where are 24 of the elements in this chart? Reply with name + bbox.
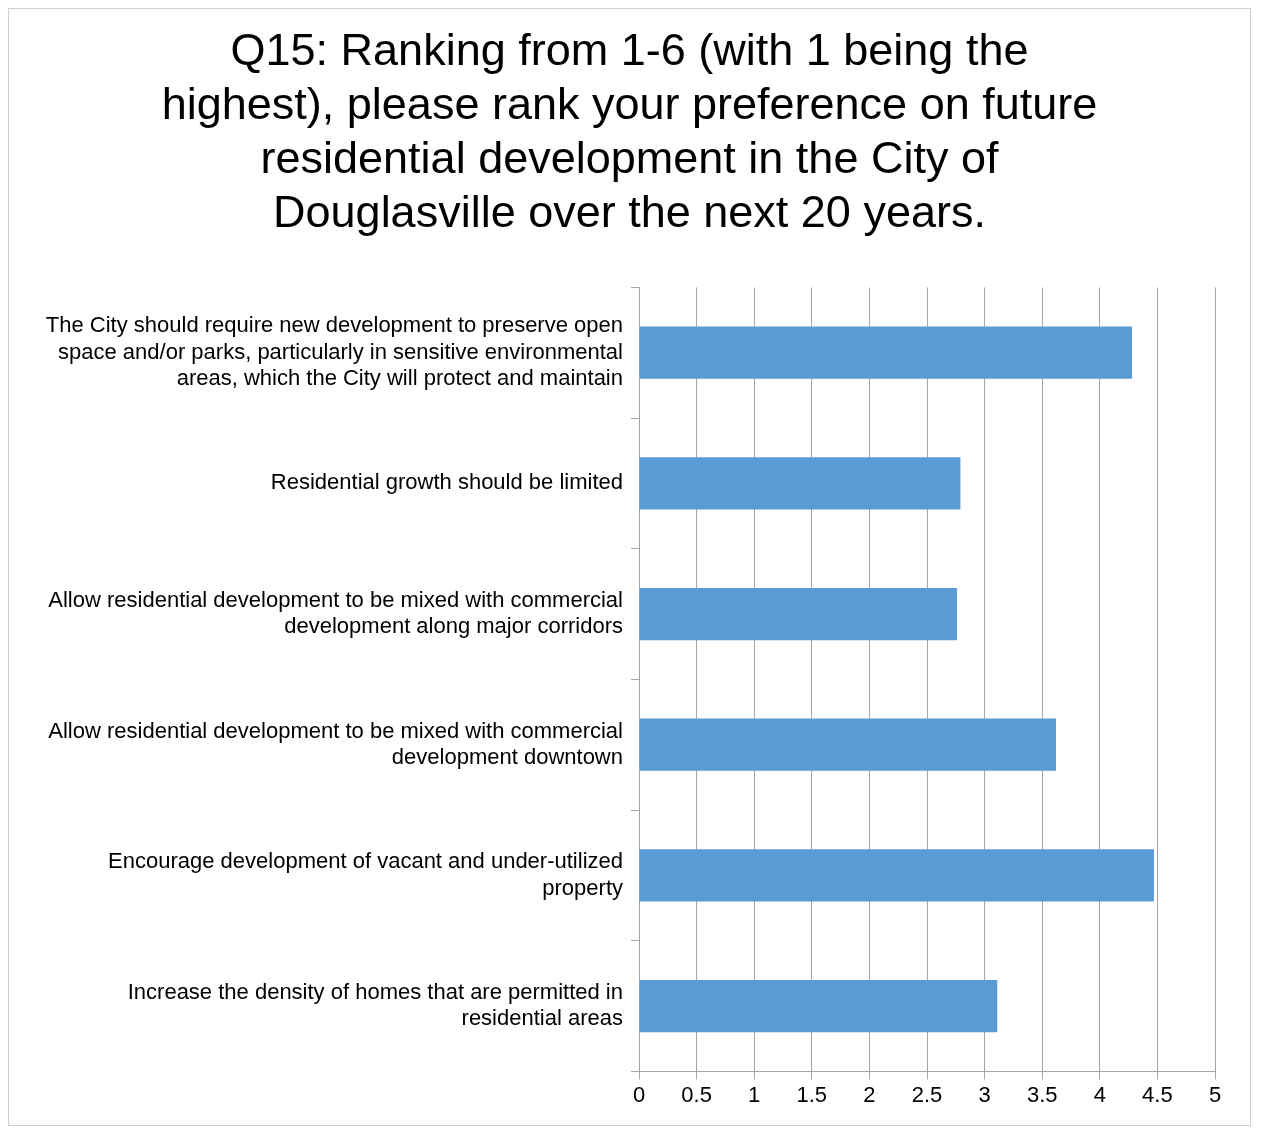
y-tick-label: Allow residential development to be mixed with commercial development along major corridors [48,586,623,639]
x-tick-label: 1 [748,1081,761,1107]
chart-title: Q15: Ranking from 1-6 (with 1 being the highest), please rank your preference on future residential development in the City of Douglasville over the next 20 years. [160,23,1099,239]
x-tick-label: 0 [632,1081,646,1107]
x-tick-label: 1.5 [796,1081,828,1107]
y-tick-label: Allow residential development to be mixed with commercial development downtown [48,717,623,769]
x-tick-label: 2 [863,1081,876,1107]
x-tick-label: 4 [1093,1081,1106,1107]
x-tick-label: 4.5 [1142,1081,1173,1107]
y-tick-label: Encourage development of vacant and under-utilized property [108,848,623,900]
x-tick-label: 0.5 [681,1081,712,1107]
bar [639,718,1057,771]
y-tick-label: Increase the density of homes that are permitted in residential areas [127,978,623,1031]
x-tick-label: 5 [1208,1081,1222,1107]
y-tick-label: Residential growth should be limited [270,469,623,495]
bar [639,326,1133,379]
bar [639,587,957,641]
x-tick-label: 2.5 [911,1081,943,1107]
x-tick-label: 3.5 [1026,1081,1058,1107]
bar [639,457,961,510]
bar [639,979,998,1033]
x-tick-label: 3 [978,1081,991,1107]
y-tick-label: The City should require new development to preserve open space and/or parks, particularly in sensitive environmental areas, which the City will protect and maintain [45,312,623,391]
bar [639,849,1154,902]
